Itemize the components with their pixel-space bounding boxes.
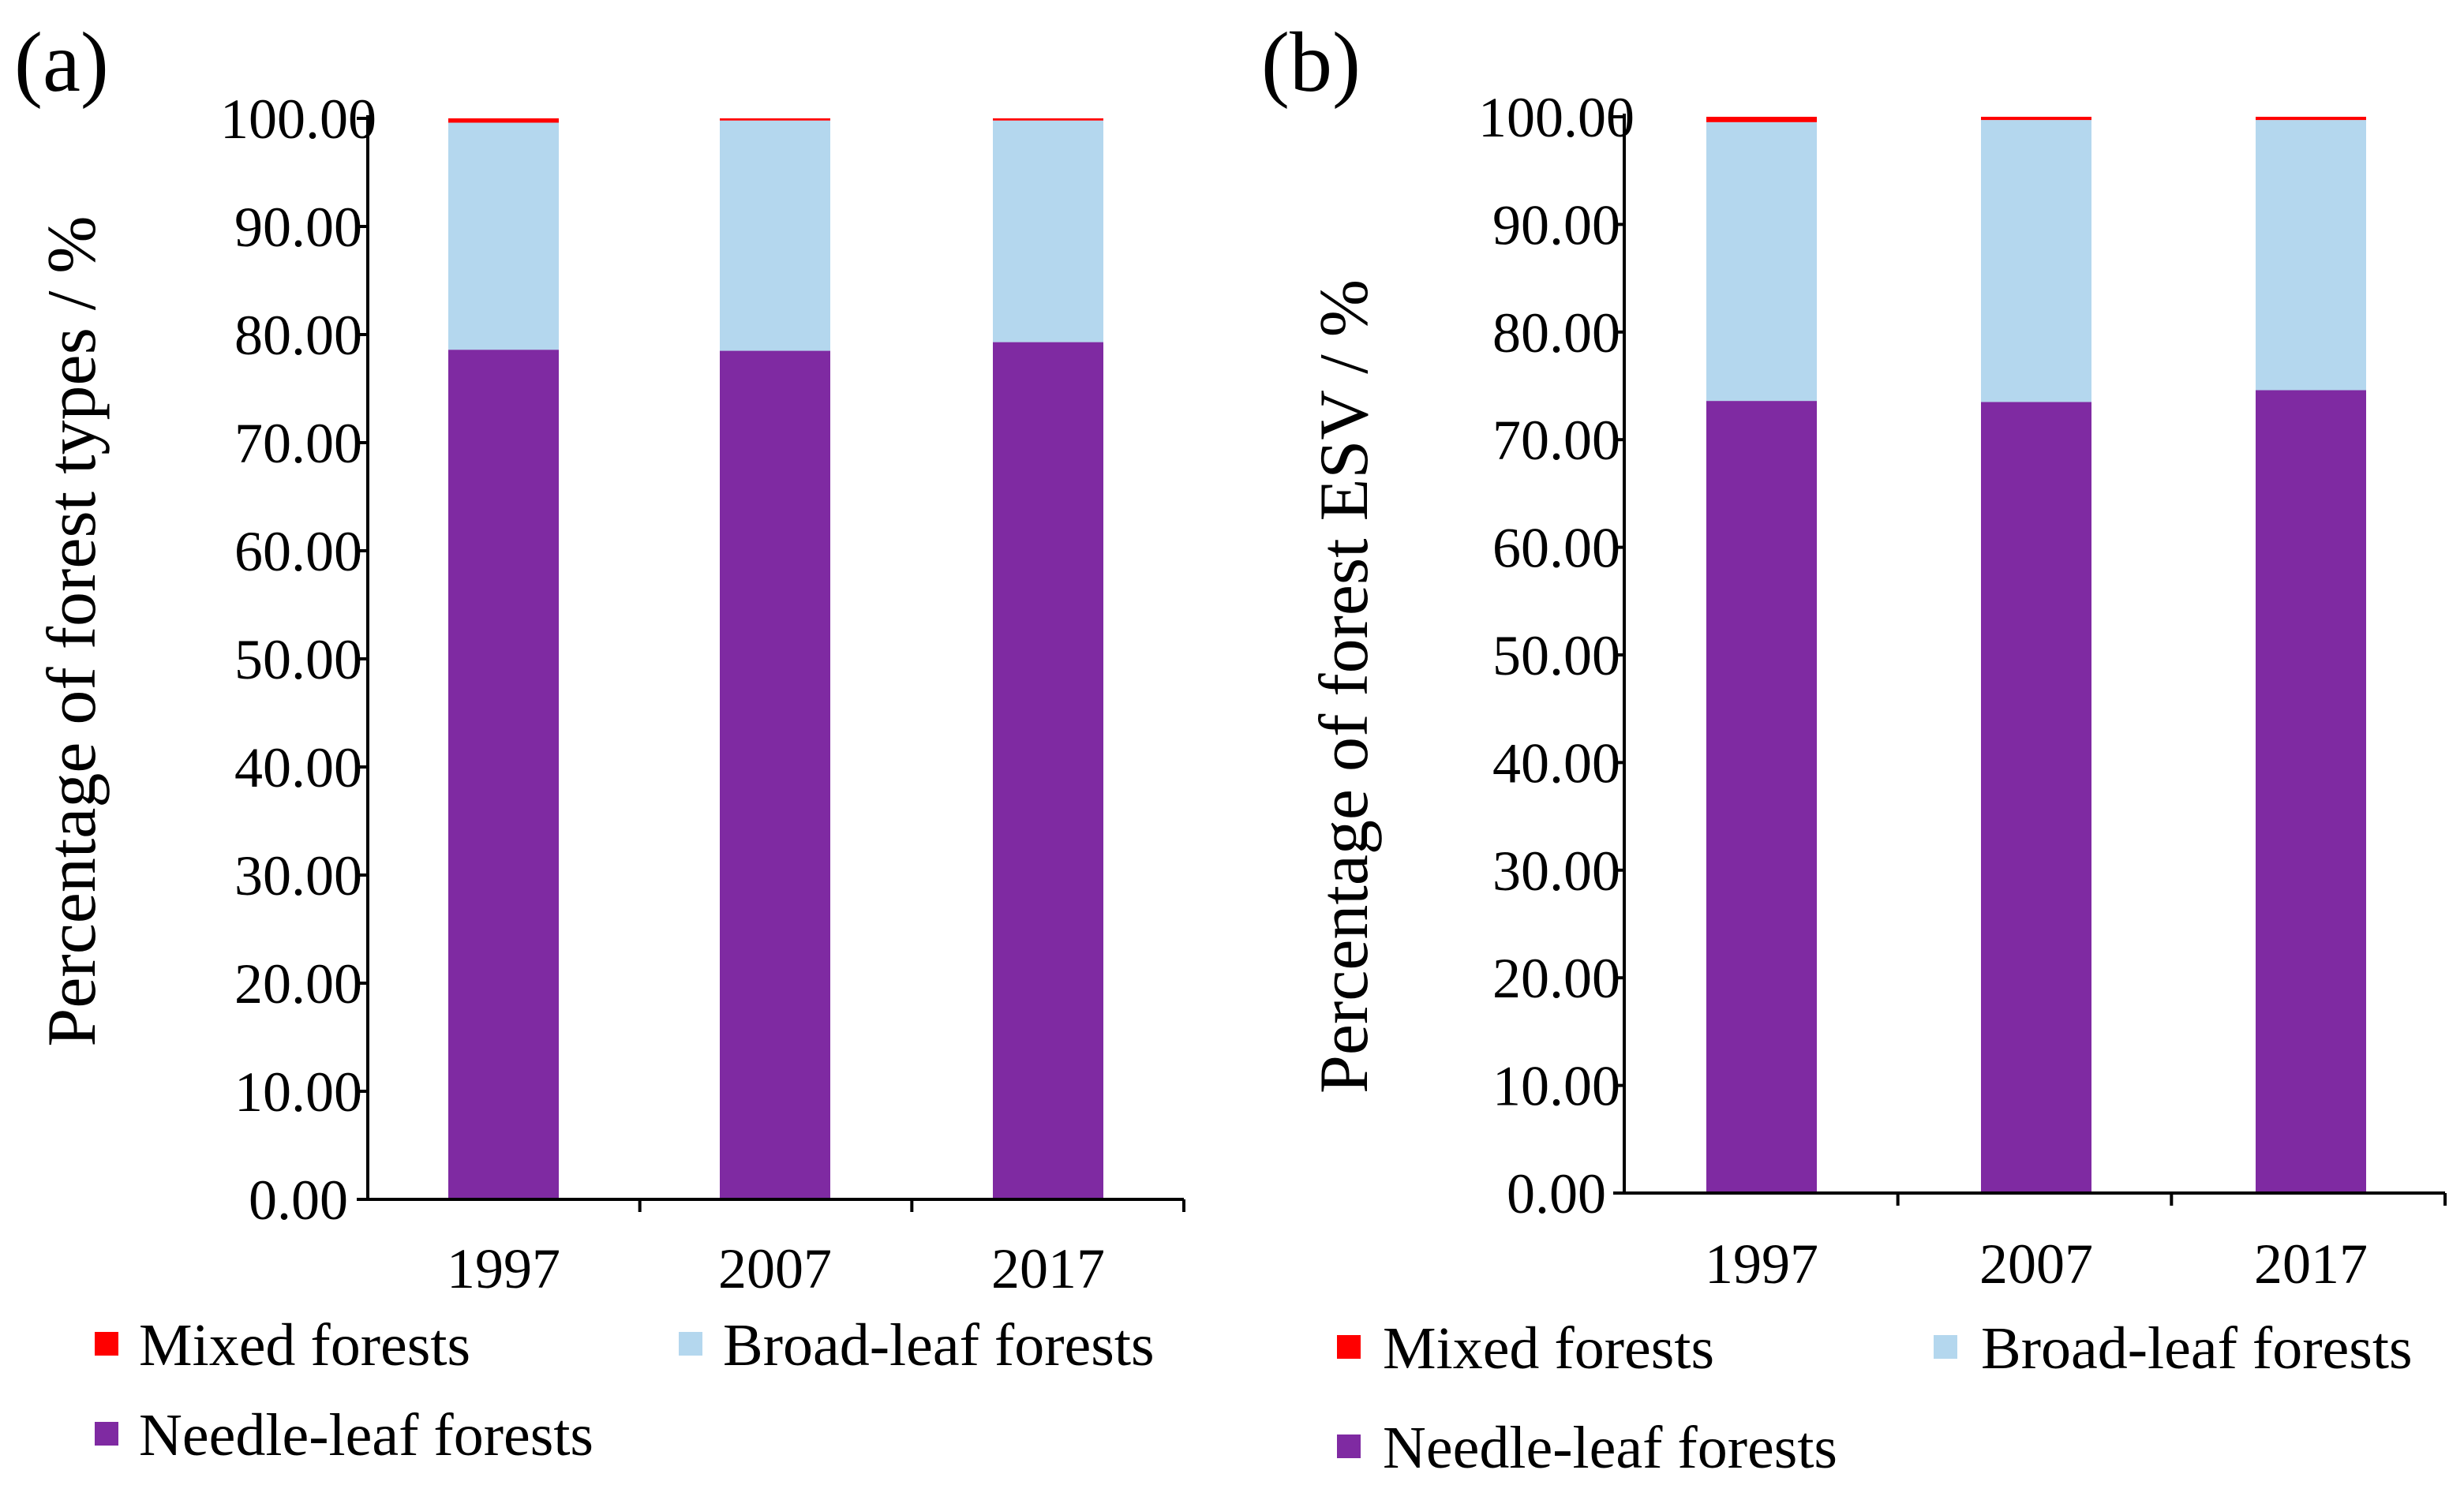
- y-tick-label: 40.00: [234, 736, 362, 799]
- panel-label-b: (b): [1261, 16, 1361, 110]
- bar-needle-1997: [1706, 401, 1817, 1193]
- y-tick-label: 0.00: [1507, 1162, 1606, 1225]
- bar-needle-1997: [448, 350, 559, 1200]
- bars-a: [448, 118, 1103, 1200]
- legend-swatch-mixed-b: [1337, 1335, 1361, 1359]
- bar-broad-1997: [1706, 122, 1817, 402]
- panel-label-a: (a): [14, 16, 109, 110]
- y-tick-label: 60.00: [1492, 517, 1620, 580]
- y-tick-label: 100.00: [1478, 86, 1635, 149]
- axes-b: [1623, 114, 2447, 1206]
- legend-label-broad-a: Broad-leaf forests: [723, 1312, 1155, 1378]
- bar-needle-2007: [1981, 402, 2091, 1194]
- y-tick-label: 70.00: [1492, 409, 1620, 472]
- y-tick-label: 100.00: [220, 88, 376, 151]
- x-tick-label-2007: 2007: [1979, 1233, 2093, 1296]
- legend-swatch-needle-b: [1337, 1435, 1361, 1458]
- y-tick-label: 10.00: [1492, 1055, 1620, 1118]
- bar-needle-2007: [720, 350, 830, 1199]
- x-tick-label-1997: 1997: [1705, 1233, 1818, 1296]
- x-axis-labels-a: 1997 2007 2017: [447, 1237, 1105, 1300]
- panel-a-chart: (a) Percentage of forest types / % 0.00 1…: [14, 16, 1185, 1468]
- legend-label-needle-b: Needle-leaf forests: [1383, 1415, 1837, 1481]
- bar-needle-2017: [993, 342, 1103, 1200]
- legend-swatch-broad-b: [1934, 1335, 1957, 1359]
- bar-mixed-2007: [720, 118, 830, 121]
- y-tick-label: 70.00: [234, 412, 362, 475]
- bar-broad-2017: [2256, 120, 2366, 391]
- y-axis-title-b: Percentage of forest ESV / %: [1306, 279, 1383, 1094]
- x-tick-label-2017: 2017: [991, 1237, 1105, 1300]
- x-tick-label-2007: 2007: [718, 1237, 832, 1300]
- y-tick-label: 90.00: [1492, 193, 1620, 256]
- legend-label-mixed-a: Mixed forests: [139, 1312, 470, 1378]
- bar-mixed-1997: [448, 118, 559, 123]
- y-tick-label: 20.00: [1492, 947, 1620, 1010]
- x-axis-labels-b: 1997 2007 2017: [1705, 1233, 2368, 1296]
- bar-broad-2007: [720, 120, 830, 351]
- legend-label-mixed-b: Mixed forests: [1383, 1315, 1714, 1382]
- bar-broad-2007: [1981, 120, 2091, 402]
- bar-mixed-2017: [993, 118, 1103, 121]
- bar-broad-1997: [448, 122, 559, 350]
- y-tick-label: 80.00: [234, 304, 362, 367]
- legend-label-broad-b: Broad-leaf forests: [1981, 1315, 2413, 1382]
- y-tick-label: 50.00: [234, 628, 362, 691]
- y-tick-label: 90.00: [234, 196, 362, 259]
- legend-b: Mixed forests Broad-leaf forests Needle-…: [1337, 1315, 2413, 1481]
- y-axis-title-a: Percentage of forest types / %: [34, 215, 110, 1046]
- y-tick-label: 20.00: [234, 952, 362, 1016]
- panel-b-chart: (b) Percentage of forest ESV / % 0.00 10.…: [1261, 16, 2447, 1481]
- bar-mixed-2007: [1981, 117, 2091, 121]
- x-tick-label-2017: 2017: [2254, 1233, 2368, 1296]
- x-tick-label-1997: 1997: [447, 1237, 560, 1300]
- y-tick-label: 50.00: [1492, 624, 1620, 687]
- y-tick-label: 0.00: [249, 1169, 348, 1232]
- y-tick-label: 10.00: [234, 1060, 362, 1124]
- bar-needle-2017: [2256, 390, 2366, 1193]
- y-tick-label: 80.00: [1492, 301, 1620, 365]
- legend-swatch-needle-a: [95, 1422, 118, 1446]
- y-tick-label: 30.00: [1492, 840, 1620, 903]
- y-axis-ticks-a: 0.00 10.00 20.00 30.00 40.00 50.00 60.00 70.00 8…: [220, 88, 376, 1232]
- y-tick-label: 60.00: [234, 520, 362, 583]
- y-axis-ticks-b: 0.00 10.00 20.00 30.00 40.00 50.00 60.00 70.00 8…: [1478, 86, 1635, 1225]
- bars-b: [1706, 117, 2366, 1194]
- axes-a: [366, 115, 1185, 1212]
- y-tick-label: 40.00: [1492, 731, 1620, 795]
- legend-a: Mixed forests Broad-leaf forests Needle-…: [95, 1312, 1155, 1468]
- y-tick-label: 30.00: [234, 844, 362, 907]
- legend-label-needle-a: Needle-leaf forests: [139, 1402, 594, 1468]
- bar-broad-2017: [993, 120, 1103, 342]
- bar-mixed-1997: [1706, 117, 1817, 122]
- bar-mixed-2017: [2256, 117, 2366, 121]
- legend-swatch-mixed-a: [95, 1332, 118, 1356]
- legend-swatch-broad-a: [679, 1332, 702, 1356]
